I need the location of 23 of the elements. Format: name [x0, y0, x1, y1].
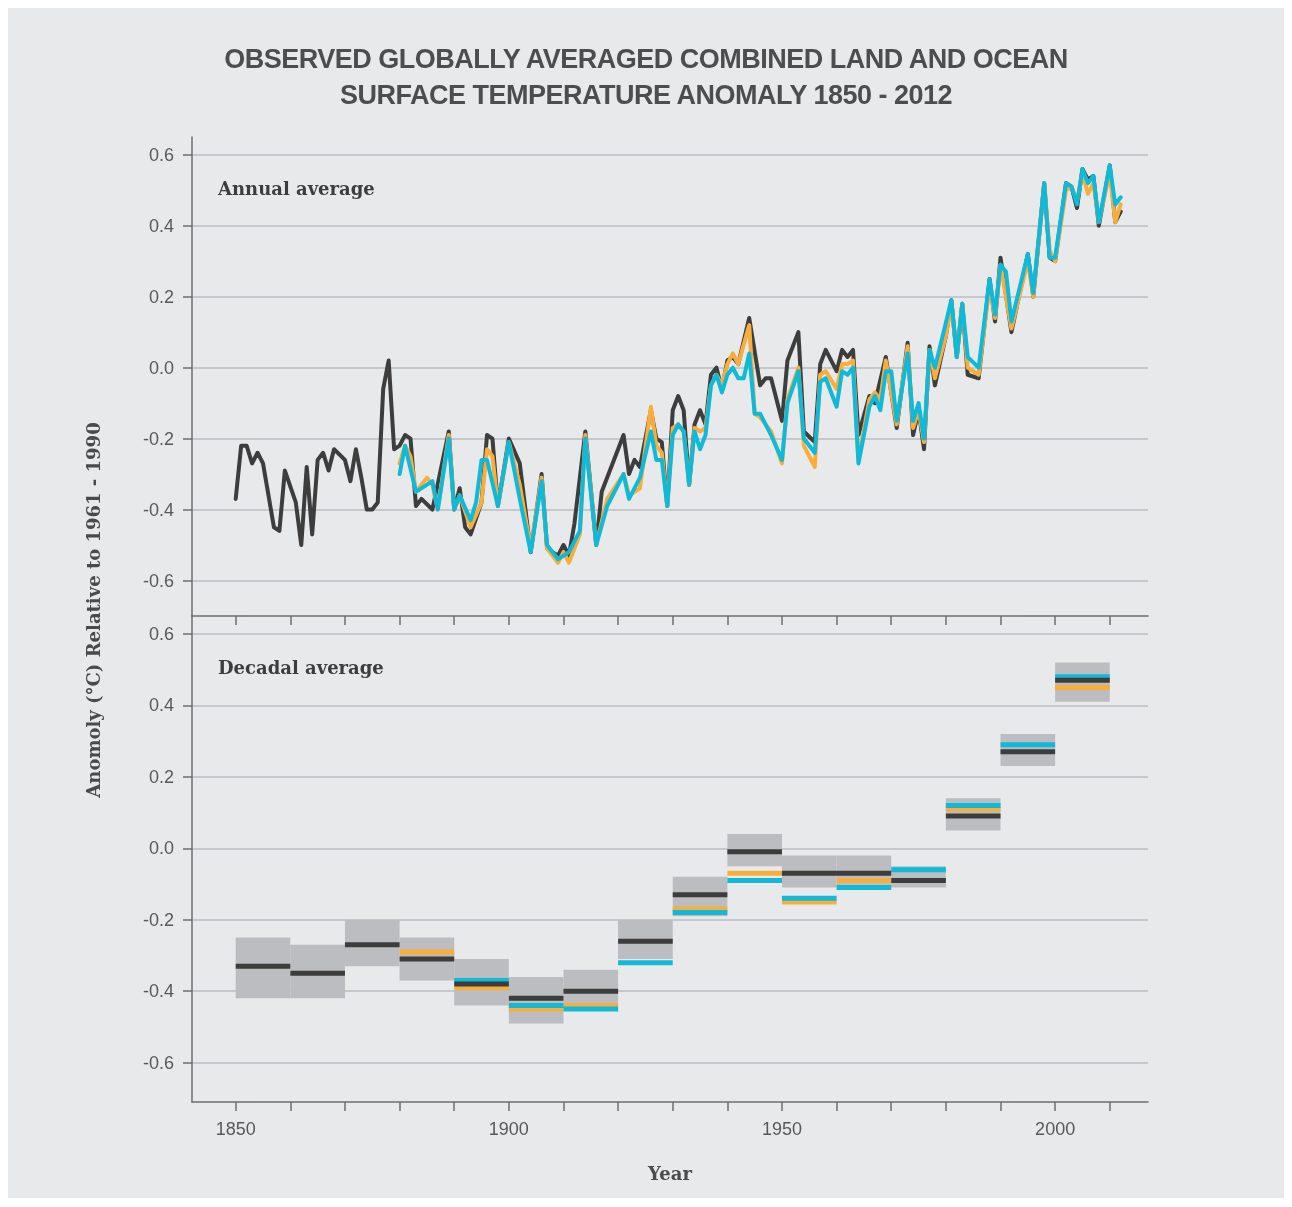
y-tick-label: -0.6: [142, 570, 174, 591]
y-tick-label: -0.4: [142, 981, 174, 1002]
y-tick-label: 0.0: [148, 838, 174, 859]
y-tick-label: 0.6: [148, 623, 174, 644]
y-tick-label: -0.4: [142, 499, 174, 520]
y-tick-label: 0.4: [148, 215, 174, 236]
annotation: Decadal average: [218, 656, 384, 678]
y-tick-label: -0.2: [142, 909, 174, 930]
y-tick-label: 0.2: [148, 766, 174, 787]
y-tick-label: 0.4: [148, 695, 174, 716]
annotation: Annual average: [217, 177, 375, 199]
y-tick-label: 0.0: [148, 357, 174, 378]
y-tick-label: 0.2: [148, 286, 174, 307]
y-tick-label: -0.6: [142, 1052, 174, 1073]
x-tick-label: 2000: [1035, 1119, 1076, 1139]
x-axis-title: Year: [647, 1162, 693, 1184]
y-tick-label: -0.2: [142, 428, 174, 449]
y-tick-label: 0.6: [148, 144, 174, 165]
chart-title: OBSERVED GLOBALLY AVERAGED COMBINED LAND AND OCEAN SURFACE TEMPERATURE ANOMALY 1850 - 2012: [223, 43, 1069, 112]
x-tick-label: 1900: [488, 1119, 529, 1139]
x-tick-label: 1950: [761, 1119, 803, 1139]
x-tick-label: 1850: [215, 1119, 256, 1139]
y-axis-title: Anomoly (°C) Relative to 1961 - 1990: [82, 422, 104, 798]
